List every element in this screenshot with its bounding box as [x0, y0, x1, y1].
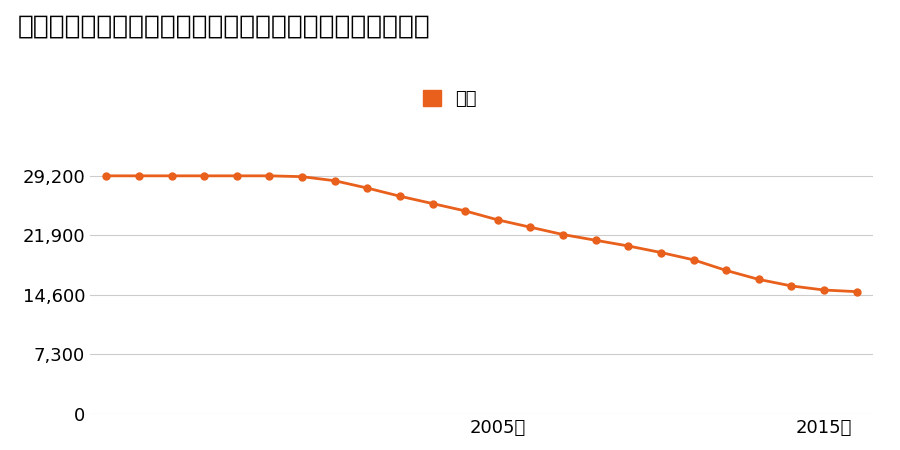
Text: 青森県南津軽郡藤崎町大字藤崎字武元２５番１の地価推移: 青森県南津軽郡藤崎町大字藤崎字武元２５番１の地価推移 [18, 14, 431, 40]
Legend: 価格: 価格 [423, 90, 477, 108]
